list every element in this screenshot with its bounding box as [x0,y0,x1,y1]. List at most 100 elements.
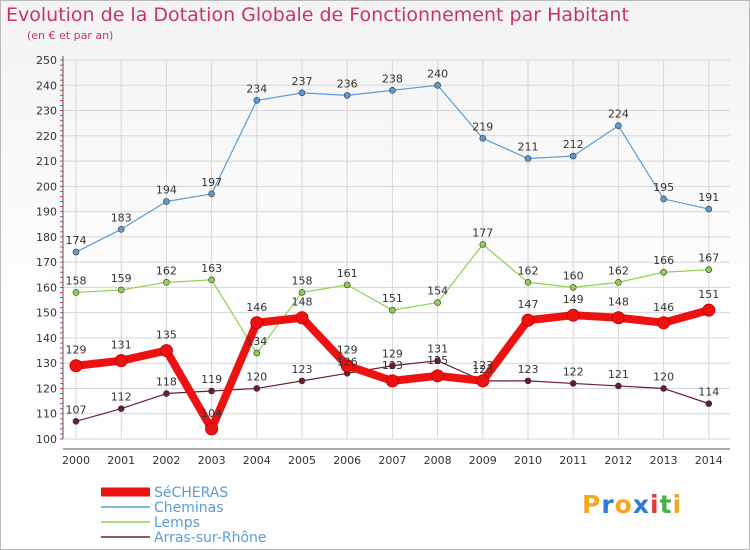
data-point [705,266,713,274]
data-label: 123 [518,363,539,376]
data-point [205,422,219,436]
data-label: 146 [653,301,674,314]
data-label: 167 [698,252,719,265]
logo-letter: P [582,490,602,519]
data-label: 131 [427,343,448,356]
legend-label: Lemps [154,515,200,531]
data-label: 159 [111,272,132,285]
data-point [389,87,396,94]
logo-letter: x [632,490,650,519]
data-point [295,311,309,325]
data-labels: 174 183 194 197 234 237 236 238 240 219 211 212 224 1… [66,67,720,420]
x-tick-label: 2009 [469,454,497,467]
data-point [615,279,622,286]
data-label: 237 [292,75,313,88]
data-point [611,311,625,325]
y-tick-label: 100 [36,433,57,446]
x-tick-label: 2003 [198,454,226,467]
data-label: 162 [518,264,539,277]
data-label: 177 [472,226,493,239]
data-label: 147 [518,298,539,311]
data-label: 166 [653,254,674,267]
data-point [250,316,264,330]
data-label: 197 [201,176,222,189]
data-label: 122 [563,365,584,378]
data-label: 123 [472,359,493,372]
data-label: 224 [608,108,629,121]
y-tick-label: 240 [36,79,57,92]
data-point [389,362,396,370]
data-label: 118 [156,376,177,389]
x-tick-label: 2004 [243,454,271,467]
data-point [524,279,532,286]
data-label: 125 [427,354,448,367]
y-tick-label: 120 [36,382,57,395]
data-point [298,289,306,296]
y-tick-label: 230 [36,105,57,118]
y-tick-label: 110 [36,408,57,421]
data-point [340,359,354,373]
data-label: 146 [246,301,267,314]
x-tick-label: 2008 [424,454,452,467]
data-point [524,155,532,162]
data-label: 195 [653,181,674,194]
data-label: 211 [518,141,539,154]
data-point [660,195,667,203]
data-point [660,385,667,392]
y-tick-label: 150 [36,307,57,320]
data-point [389,306,396,314]
data-label: 131 [111,339,132,352]
data-point [117,286,125,294]
data-label: 148 [292,296,313,309]
legend-label: Cheminas [154,500,224,516]
data-point [569,380,577,387]
data-label: 163 [201,262,222,275]
data-point [434,81,441,89]
x-tick-label: 2014 [695,454,723,467]
data-label: 148 [608,296,629,309]
data-point [524,377,532,385]
data-label: 219 [472,120,493,133]
data-label: 114 [698,386,719,399]
data-label: 194 [156,183,177,196]
y-tick-label: 250 [36,54,57,67]
data-point [660,268,667,276]
logo-letter: o [614,490,633,519]
logo-letter: r [601,490,615,519]
data-label: 112 [111,391,132,404]
data-label: 234 [246,82,267,95]
data-label: 154 [427,285,448,298]
data-label: 240 [427,67,448,80]
data-label: 121 [608,368,629,381]
data-label: 104 [201,407,222,420]
data-point [434,357,441,364]
data-point [117,225,125,233]
data-label: 183 [111,211,132,224]
x-tick-label: 2002 [152,454,180,467]
data-label: 162 [608,264,629,277]
data-point [566,308,580,322]
data-point [479,241,487,248]
data-point [298,377,306,385]
chart-title: Evolution de la Dotation Globale de Fonc… [6,4,629,26]
data-point [114,354,128,368]
data-point [702,303,716,317]
data-point [657,316,671,330]
data-point [476,374,490,388]
data-point [253,349,261,357]
y-tick-label: 140 [36,332,57,345]
data-point [72,289,80,296]
chart-subtitle: (en € et par an) [27,29,114,42]
data-label: 212 [563,138,584,151]
y-tick-label: 200 [36,180,57,193]
data-label: 129 [66,344,87,357]
data-point [521,313,535,327]
x-tick-label: 2000 [62,454,90,467]
legend-label: Arras-sur-Rhône [154,530,267,546]
data-point [117,405,125,412]
proxiti-logo: Proxiti [582,490,682,519]
data-point [343,281,351,289]
data-point [159,344,173,358]
